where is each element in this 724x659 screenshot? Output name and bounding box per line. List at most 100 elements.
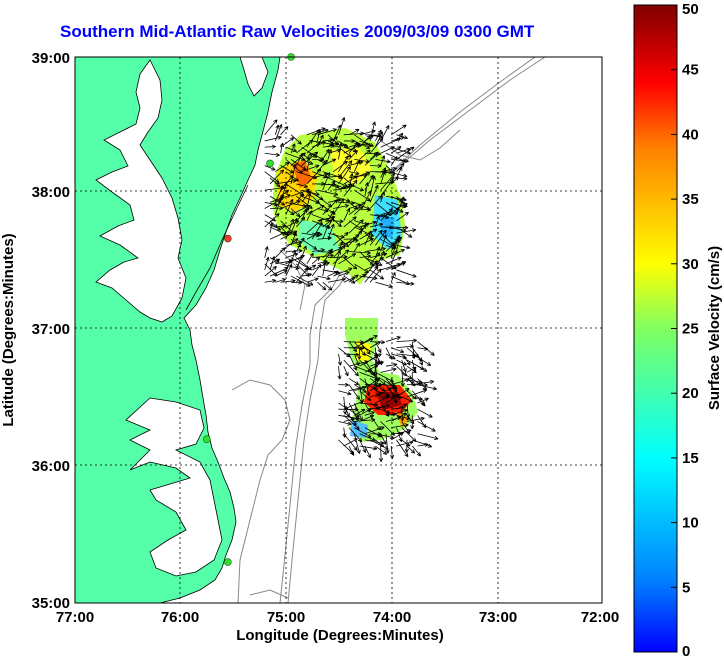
velocity-arrow <box>317 208 329 213</box>
velocity-arrow <box>338 347 351 358</box>
velocity-arrow <box>327 223 335 240</box>
velocity-arrow <box>348 427 363 443</box>
velocity-arrow <box>306 277 319 283</box>
velocity-arrow <box>375 341 382 353</box>
velocity-arrow <box>327 198 341 203</box>
velocity-arrow <box>301 245 307 258</box>
velocity-arrow <box>317 159 327 165</box>
barrier-islands <box>185 184 249 311</box>
velocity-arrow <box>269 169 285 185</box>
x-tick: 74:00 <box>373 609 411 626</box>
velocity-arrow <box>370 222 383 228</box>
velocity-arrow <box>264 165 276 171</box>
velocity-arrow <box>370 403 391 410</box>
velocity-arrow <box>359 384 365 404</box>
velocity-arrow <box>285 252 299 259</box>
velocity-arrow <box>396 440 414 447</box>
velocity-arrow <box>380 395 403 400</box>
velocity-arrow <box>322 269 341 275</box>
velocity-arrow <box>348 160 364 166</box>
radar-station-marker <box>266 159 274 168</box>
velocity-arrow <box>396 226 413 238</box>
velocity-arrow <box>269 195 286 206</box>
velocity-arrow <box>301 152 310 160</box>
velocity-arrow <box>264 135 282 142</box>
velocity-arrow <box>411 359 417 373</box>
velocity-arrow <box>280 238 299 252</box>
velocity-arrow <box>311 195 320 204</box>
velocity-arrow <box>411 341 416 359</box>
x-axis-label: Longitude (Degrees:Minutes) <box>236 627 444 644</box>
velocity-arrow <box>296 195 313 209</box>
velocity-arrow <box>370 134 384 139</box>
velocity-arrow <box>359 129 376 136</box>
velocity-arrow <box>333 195 351 203</box>
velocity-arrow <box>337 366 342 380</box>
velocity-arrow <box>385 256 402 265</box>
velocity-arrow <box>338 382 349 387</box>
velocity-arrow <box>264 152 280 157</box>
velocity-arrow <box>364 335 378 342</box>
velocity-arrow <box>280 165 294 174</box>
velocity-arrow <box>285 171 299 182</box>
velocity-arrow <box>290 208 301 218</box>
velocity-arrow <box>354 158 370 164</box>
velocity-arrow <box>348 402 359 421</box>
velocity-arrow <box>385 433 390 454</box>
velocity-arrow <box>280 220 297 237</box>
velocity-arrow <box>406 390 417 400</box>
velocity-arrow <box>396 228 417 234</box>
velocity-arrow <box>327 149 333 160</box>
velocity-arrow <box>348 384 360 400</box>
velocity-arrow <box>354 189 371 202</box>
velocity-arrow <box>380 125 390 142</box>
velocity-arrow <box>306 252 314 265</box>
velocity-arrow <box>312 140 334 146</box>
velocity-arrow <box>404 439 409 453</box>
velocity-arrow <box>364 411 375 416</box>
y-tick: 38:00 <box>32 184 70 201</box>
velocity-arrow <box>385 171 408 178</box>
plot-frame <box>74 56 603 604</box>
velocity-arrow <box>354 202 371 210</box>
velocity-arrow <box>317 128 337 136</box>
velocity-arrow <box>285 198 294 215</box>
velocity-arrow <box>364 427 382 438</box>
velocity-arrow <box>290 275 311 287</box>
velocity-arrow <box>385 362 398 367</box>
velocity-arrow <box>312 232 323 237</box>
velocity-arrow <box>385 195 407 202</box>
colorbar-tick-label: 10 <box>682 515 699 532</box>
velocity-arrow <box>354 134 372 147</box>
velocity-arrow <box>343 208 350 221</box>
velocity-arrow <box>312 171 328 179</box>
velocity-arrow <box>396 195 408 208</box>
velocity-arrow <box>264 263 278 277</box>
velocity-arrow <box>290 143 296 154</box>
velocity-arrow <box>370 340 386 345</box>
velocity-arrow <box>375 439 385 448</box>
pamlico-sound <box>125 397 223 577</box>
velocity-arrow <box>369 402 381 410</box>
velocity-arrow <box>391 412 407 422</box>
velocity-arrow <box>380 367 397 373</box>
velocity-arrow <box>332 232 350 248</box>
velocity-arrow <box>385 165 396 174</box>
velocity-arrow <box>285 248 303 253</box>
velocity-arrow <box>410 415 415 430</box>
velocity-arrow <box>357 347 362 360</box>
bathymetry-contours <box>231 57 546 603</box>
velocity-arrow <box>343 275 356 284</box>
velocity-arrow <box>359 390 372 402</box>
velocity-arrow <box>280 226 289 236</box>
velocity-arrow <box>285 152 306 161</box>
velocity-arrow <box>370 163 382 169</box>
velocity-arrow <box>296 275 314 286</box>
velocity-arrow <box>401 353 411 366</box>
velocity-arrow <box>322 171 344 179</box>
velocity-arrow <box>375 158 391 164</box>
velocity-arrow <box>396 427 403 442</box>
radar-station-marker <box>202 435 211 444</box>
velocity-arrow <box>322 158 337 166</box>
